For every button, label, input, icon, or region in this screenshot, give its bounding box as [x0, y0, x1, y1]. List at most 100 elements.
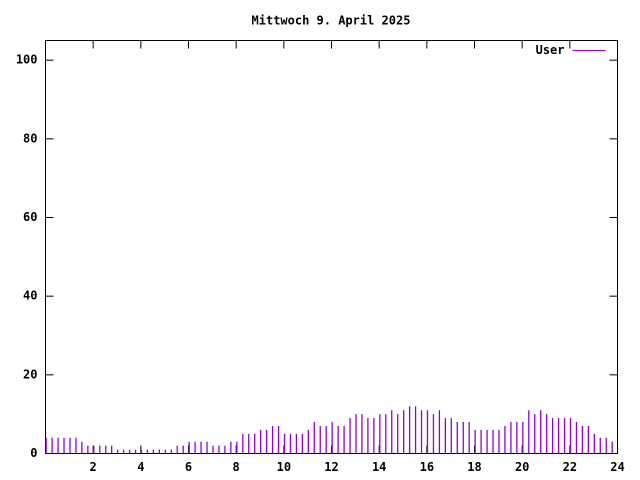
- impulse: [480, 429, 482, 454]
- impulse: [438, 410, 441, 454]
- impulse: [152, 449, 155, 454]
- chart-title: Mittwoch 9. April 2025: [252, 14, 411, 28]
- impulse: [188, 441, 190, 454]
- impulse: [605, 437, 607, 454]
- impulse: [355, 414, 357, 454]
- impulse: [122, 449, 125, 454]
- x-tick-label: 22: [563, 460, 577, 474]
- impulse: [51, 437, 53, 454]
- impulse: [170, 449, 172, 454]
- x-tick-label: 4: [137, 460, 144, 474]
- x-tick-label: 12: [324, 460, 338, 474]
- impulse: [492, 429, 494, 454]
- impulse: [450, 418, 452, 454]
- impulse: [128, 449, 131, 454]
- impulse: [182, 445, 184, 454]
- impulse: [87, 445, 89, 454]
- legend-label: User: [536, 43, 565, 57]
- impulse: [367, 418, 369, 454]
- impulse: [212, 445, 214, 454]
- impulse: [194, 441, 196, 454]
- x-tick-label: 8: [233, 460, 240, 474]
- impulse: [283, 433, 286, 454]
- impulse: [593, 433, 595, 454]
- impulse: [331, 422, 333, 454]
- impulse: [379, 414, 381, 454]
- impulse: [81, 441, 83, 454]
- impulse: [403, 410, 405, 454]
- impulse: [349, 418, 351, 454]
- impulse: [111, 445, 113, 454]
- impulse: [361, 414, 363, 454]
- impulse: [599, 437, 601, 454]
- impulse: [540, 410, 542, 454]
- impulse: [391, 410, 393, 454]
- impulse: [534, 414, 536, 454]
- impulse: [563, 418, 566, 454]
- impulse: [474, 429, 476, 454]
- y-tick-label: 20: [23, 367, 37, 381]
- x-tick-label: 24: [610, 460, 624, 474]
- impulse: [218, 445, 220, 454]
- impulse: [397, 414, 399, 454]
- y-tick-label: 100: [16, 53, 38, 67]
- impulse: [414, 406, 417, 454]
- impulse: [206, 441, 208, 454]
- impulse: [325, 425, 327, 454]
- impulse: [486, 429, 488, 454]
- impulse: [230, 441, 232, 454]
- impulse: [313, 422, 315, 454]
- y-tick-label: 60: [23, 210, 37, 224]
- impulse: [569, 418, 572, 454]
- x-tick-label: 14: [372, 460, 386, 474]
- impulse: [420, 410, 423, 454]
- impulse: [271, 425, 274, 454]
- impulse: [319, 425, 321, 454]
- impulse: [57, 437, 59, 454]
- impulse: [516, 422, 518, 454]
- impulse: [510, 422, 512, 454]
- impulse: [134, 449, 137, 454]
- impulse: [301, 433, 304, 454]
- impulse: [105, 445, 107, 454]
- impulse: [307, 429, 309, 454]
- impulse: [575, 422, 578, 454]
- impulse: [456, 422, 458, 454]
- x-tick-label: 6: [185, 460, 192, 474]
- impulse: [265, 429, 268, 454]
- impulse: [176, 445, 178, 454]
- impulse: [551, 418, 554, 454]
- impulse: [557, 418, 560, 454]
- x-tick-label: 16: [420, 460, 434, 474]
- impulse: [140, 449, 143, 454]
- impulse: [75, 437, 77, 454]
- impulse: [504, 425, 506, 454]
- impulse: [99, 445, 101, 454]
- impulse: [69, 437, 71, 454]
- impulse: [611, 441, 613, 454]
- impulse: [408, 406, 411, 454]
- impulse: [277, 425, 280, 454]
- impulse: [158, 449, 161, 454]
- impulse: [242, 433, 244, 454]
- impulse: [63, 437, 65, 454]
- impulse: [45, 437, 47, 454]
- impulse: [426, 410, 429, 454]
- impulse: [343, 425, 345, 454]
- impulse: [260, 429, 262, 454]
- impulse: [444, 418, 447, 454]
- impulse: [254, 433, 256, 454]
- x-tick-label: 10: [277, 460, 291, 474]
- impulse: [200, 441, 202, 454]
- impulse: [117, 449, 119, 454]
- impulse: [373, 418, 375, 454]
- y-tick-label: 80: [23, 131, 37, 145]
- impulse: [248, 433, 250, 454]
- impulse: [432, 414, 435, 454]
- impulse: [146, 449, 149, 454]
- impulse: [93, 445, 95, 454]
- impulse: [224, 445, 226, 454]
- impulse: [468, 422, 470, 454]
